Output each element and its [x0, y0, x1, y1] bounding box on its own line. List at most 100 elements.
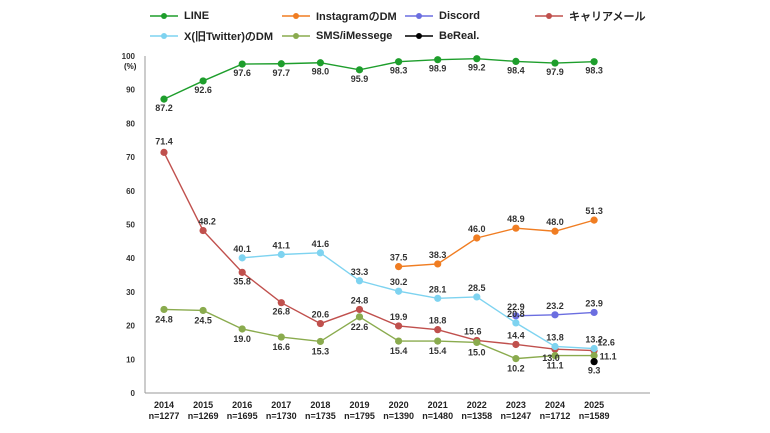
- data-point-carrier-mail: [395, 322, 403, 330]
- series-line-x-dm: [242, 252, 595, 350]
- x-tick-n-label: n=1277: [149, 411, 180, 421]
- data-label-x-dm: 30.2: [390, 277, 408, 287]
- data-label-line: 97.6: [233, 68, 251, 78]
- x-tick-n-label: n=1735: [305, 411, 336, 421]
- y-tick-label: 10: [126, 355, 135, 364]
- data-label-sms: 10.2: [507, 364, 525, 374]
- series-line-sms: [163, 308, 595, 360]
- data-point-discord: [551, 311, 559, 319]
- legend-sms-marker: [282, 33, 310, 39]
- x-tick-n-label: n=1269: [188, 411, 219, 421]
- y-axis-unit: (%): [124, 62, 137, 71]
- data-label-line: 98.0: [312, 67, 330, 77]
- data-label-line: 98.9: [429, 64, 447, 74]
- y-tick-label: 80: [126, 119, 135, 128]
- legend-label-x-dm: X(旧Twitter)のDM: [184, 31, 274, 43]
- data-label-line: 97.9: [546, 67, 564, 77]
- data-label-instagram: 38.3: [429, 250, 447, 260]
- data-point-carrier-mail: [238, 268, 246, 276]
- data-label-carrier-mail: 26.8: [273, 307, 291, 317]
- data-label-line: 97.7: [273, 68, 291, 78]
- data-point-x-dm: [238, 254, 246, 262]
- data-point-x-dm: [551, 342, 559, 351]
- data-point-instagram: [473, 234, 481, 242]
- data-point-carrier-mail: [277, 299, 285, 307]
- data-label-sms: 11.1: [600, 352, 617, 362]
- data-point-sms: [395, 337, 403, 345]
- y-tick-label: 90: [126, 86, 135, 95]
- data-point-line: [590, 58, 598, 66]
- data-point-line: [277, 60, 285, 68]
- x-tick-n-label: n=1712: [540, 411, 571, 421]
- data-label-line: 87.2: [155, 103, 173, 113]
- legend-item-x-dm: X(旧Twitter)のDM: [150, 28, 273, 44]
- data-label-carrier-mail: 14.4: [507, 330, 525, 340]
- chart-legend: LINE InstagramのDM Discord キャリアメール X(旧Twi…: [0, 0, 770, 50]
- y-tick-label: 60: [126, 187, 135, 196]
- data-label-sms: 16.6: [273, 342, 291, 352]
- data-point-instagram: [590, 216, 598, 224]
- data-point-line: [316, 59, 324, 67]
- data-label-x-dm: 13.8: [546, 332, 564, 342]
- data-point-sms: [512, 355, 520, 363]
- data-point-instagram: [434, 260, 442, 268]
- legend-label-instagram: InstagramのDM: [316, 11, 397, 23]
- legend-instagram-marker: [282, 13, 310, 19]
- data-label-carrier-mail: 20.6: [312, 310, 330, 320]
- legend-label-carrier-mail: キャリアメール: [569, 11, 646, 23]
- data-point-carrier-mail: [434, 326, 442, 334]
- data-point-line: [473, 55, 481, 63]
- data-label-carrier-mail: 13.0: [542, 353, 560, 363]
- data-point-instagram: [395, 263, 403, 271]
- data-point-sms: [551, 351, 559, 360]
- x-tick-label: 2018: [310, 400, 330, 410]
- data-label-line: 98.3: [585, 66, 603, 76]
- series-line-line: [163, 57, 595, 100]
- data-label-x-dm: 28.5: [468, 283, 486, 293]
- x-tick-n-label: n=1247: [501, 411, 532, 421]
- data-label-sms: 24.5: [194, 315, 212, 325]
- data-label-bereal: 9.3: [588, 366, 601, 376]
- data-label-line: 98.3: [390, 66, 408, 76]
- legend-label-discord: Discord: [439, 10, 480, 22]
- data-label-carrier-mail: 19.9: [390, 312, 408, 322]
- y-tick-label: 70: [126, 153, 135, 162]
- data-point-carrier-mail: [512, 340, 520, 349]
- data-point-discord: [590, 308, 598, 317]
- data-label-instagram: 46.0: [468, 224, 486, 234]
- data-label-discord: 23.2: [546, 301, 564, 311]
- data-point-x-dm: [512, 319, 520, 327]
- data-label-carrier-mail: 12.6: [597, 338, 615, 348]
- data-label-sms: 15.0: [468, 347, 486, 357]
- legend-label-sms: SMS/iMessege: [316, 30, 393, 42]
- data-point-discord: [512, 312, 520, 320]
- data-label-x-dm: 40.1: [233, 244, 251, 254]
- data-label-carrier-mail: 18.8: [429, 316, 447, 326]
- data-point-x-dm: [277, 250, 285, 259]
- data-label-instagram: 37.5: [390, 253, 408, 263]
- data-point-line: [160, 95, 168, 103]
- legend-item-instagram: InstagramのDM: [282, 8, 397, 24]
- data-point-sms: [160, 305, 168, 314]
- x-tick-n-label: n=1589: [579, 411, 610, 421]
- data-point-x-dm: [590, 344, 598, 353]
- data-point-line: [434, 56, 442, 64]
- data-point-sms: [277, 333, 285, 341]
- x-tick-label: 2014: [154, 400, 174, 410]
- y-tick-label: 100: [122, 52, 136, 61]
- legend-line-marker: [150, 13, 178, 19]
- x-tick-label: 2023: [506, 400, 526, 410]
- x-tick-label: 2016: [232, 400, 252, 410]
- data-point-x-dm: [355, 277, 364, 285]
- y-tick-label: 0: [131, 389, 136, 398]
- legend-carrier-mail-marker: [535, 13, 563, 19]
- data-point-line: [395, 58, 403, 66]
- legend-item-carrier-mail: キャリアメール: [535, 8, 645, 24]
- data-label-discord: 23.9: [585, 298, 603, 308]
- data-point-sms: [590, 351, 598, 360]
- data-label-discord: 22.9: [507, 302, 525, 312]
- data-point-sms: [355, 313, 364, 321]
- data-label-carrier-mail: 15.6: [464, 326, 482, 336]
- data-label-x-dm: 41.1: [273, 240, 291, 250]
